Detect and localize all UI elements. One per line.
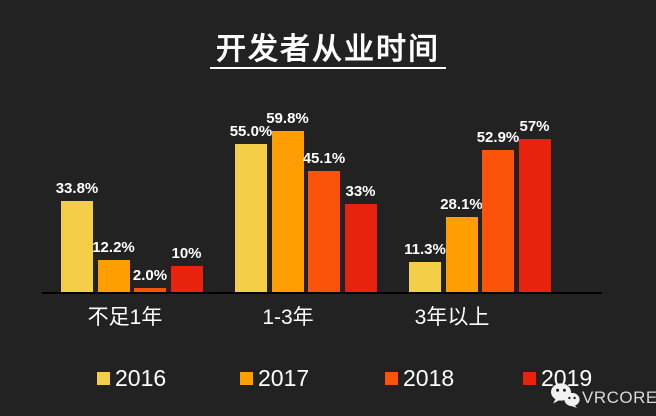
- bar-2018-category-0: [134, 288, 166, 293]
- title-bar: 开发者从业时间: [0, 33, 656, 69]
- bar-2019-category-0: [170, 266, 203, 293]
- legend-item-2016: 2016: [97, 365, 166, 391]
- bar-2016-category-2: [409, 262, 441, 293]
- chart-title: 开发者从业时间: [210, 33, 446, 69]
- value-label-2017-category-2: 28.1%: [440, 196, 483, 213]
- bar-2017-category-2: [445, 217, 478, 293]
- legend-item-2018: 2018: [385, 365, 454, 391]
- legend-swatch-2019: [523, 371, 536, 385]
- bar-2017-category-1: [271, 131, 304, 293]
- watermark: VRCORE: [550, 382, 656, 408]
- bar-2019-category-2: [518, 139, 551, 293]
- bar-2016-category-0: [61, 201, 93, 293]
- category-label-under-1-year: 不足1年: [87, 306, 163, 329]
- wechat-icon: [551, 383, 580, 408]
- value-label-2018-category-2: 52.9%: [476, 129, 520, 146]
- bar-2018-category-2: [482, 150, 514, 293]
- legend-label-2016: 2016: [115, 365, 167, 391]
- legend-swatch-2017: [240, 371, 253, 385]
- legend-label-2018: 2018: [403, 365, 455, 391]
- bar-2018-category-1: [308, 171, 340, 293]
- legend-item-2017: 2017: [240, 365, 309, 391]
- x-axis-line: [42, 292, 602, 294]
- legend-swatch-2016: [97, 371, 110, 385]
- bar-2017-category-0: [97, 260, 130, 293]
- value-label-2016-category-2: 11.3%: [404, 241, 446, 258]
- value-label-2017-category-0: 12.2%: [92, 239, 135, 256]
- legend-swatch-2018: [385, 371, 398, 385]
- value-label-2016-category-0: 33.8%: [55, 180, 99, 197]
- category-label-1-3-years: 1-3年: [262, 306, 314, 329]
- value-label-2019-category-1: 33%: [345, 183, 376, 200]
- watermark-text: VRCORE: [582, 388, 656, 407]
- value-label-2019-category-2: 57%: [519, 118, 550, 135]
- bar-2019-category-1: [344, 204, 377, 293]
- value-label-2017-category-1: 59.8%: [266, 110, 309, 127]
- value-label-2018-category-0: 2.0%: [132, 267, 168, 284]
- value-label-2016-category-1: 55.0%: [229, 123, 273, 140]
- category-label-3-plus-years: 3年以上: [414, 306, 490, 329]
- legend-label-2017: 2017: [258, 365, 310, 391]
- value-label-2018-category-1: 45.1%: [302, 150, 346, 167]
- bar-2016-category-1: [235, 144, 267, 293]
- value-label-2019-category-0: 10%: [171, 245, 202, 262]
